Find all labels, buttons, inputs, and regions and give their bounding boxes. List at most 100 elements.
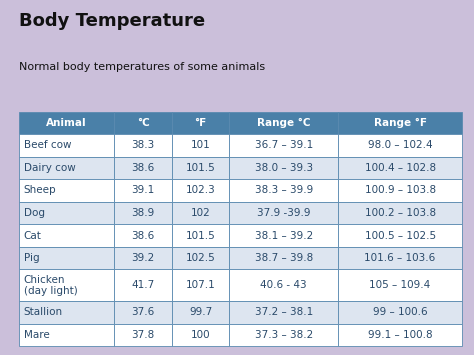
Bar bbox=[338, 224, 462, 247]
Bar bbox=[229, 157, 338, 179]
Bar bbox=[19, 323, 114, 346]
Text: Pig: Pig bbox=[24, 253, 39, 263]
Bar bbox=[338, 202, 462, 224]
Text: 38.0 – 39.3: 38.0 – 39.3 bbox=[255, 163, 313, 173]
Bar bbox=[338, 157, 462, 179]
Bar bbox=[19, 247, 114, 269]
Text: 101.6 – 103.6: 101.6 – 103.6 bbox=[365, 253, 436, 263]
Text: 38.3 – 39.9: 38.3 – 39.9 bbox=[255, 185, 313, 196]
Bar bbox=[229, 269, 338, 301]
Bar bbox=[172, 134, 229, 157]
Text: Sheep: Sheep bbox=[24, 185, 56, 196]
Bar bbox=[229, 202, 338, 224]
Text: 37.3 – 38.2: 37.3 – 38.2 bbox=[255, 330, 313, 340]
Bar bbox=[19, 157, 114, 179]
Text: 36.7 – 39.1: 36.7 – 39.1 bbox=[255, 140, 313, 151]
Text: 37.2 – 38.1: 37.2 – 38.1 bbox=[255, 307, 313, 317]
Bar bbox=[19, 134, 114, 157]
Bar bbox=[338, 112, 462, 134]
Text: Beef cow: Beef cow bbox=[24, 140, 71, 151]
Text: Normal body temperatures of some animals: Normal body temperatures of some animals bbox=[19, 62, 265, 72]
Text: 102: 102 bbox=[191, 208, 210, 218]
Bar bbox=[229, 323, 338, 346]
Text: 40.6 - 43: 40.6 - 43 bbox=[260, 280, 307, 290]
Text: °C: °C bbox=[137, 118, 149, 128]
Text: 102.3: 102.3 bbox=[186, 185, 216, 196]
Bar bbox=[19, 202, 114, 224]
Bar bbox=[172, 224, 229, 247]
Text: 38.6: 38.6 bbox=[131, 163, 155, 173]
Text: 100.9 – 103.8: 100.9 – 103.8 bbox=[365, 185, 436, 196]
Text: Dairy cow: Dairy cow bbox=[24, 163, 75, 173]
Bar bbox=[114, 301, 172, 323]
Text: 100: 100 bbox=[191, 330, 210, 340]
Text: Body Temperature: Body Temperature bbox=[19, 12, 205, 31]
Text: 102.5: 102.5 bbox=[186, 253, 216, 263]
Text: 41.7: 41.7 bbox=[131, 280, 155, 290]
Text: 99 – 100.6: 99 – 100.6 bbox=[373, 307, 428, 317]
Text: 37.9 -39.9: 37.9 -39.9 bbox=[257, 208, 310, 218]
Text: Chicken
(day light): Chicken (day light) bbox=[24, 275, 77, 296]
Bar bbox=[338, 301, 462, 323]
Bar bbox=[229, 112, 338, 134]
Bar bbox=[172, 323, 229, 346]
Text: 39.1: 39.1 bbox=[131, 185, 155, 196]
Text: 107.1: 107.1 bbox=[186, 280, 216, 290]
Bar bbox=[338, 179, 462, 202]
Bar bbox=[114, 112, 172, 134]
Text: 101.5: 101.5 bbox=[186, 230, 216, 241]
Bar bbox=[172, 157, 229, 179]
Bar bbox=[114, 157, 172, 179]
Text: Range °F: Range °F bbox=[374, 118, 427, 128]
Text: 38.9: 38.9 bbox=[131, 208, 155, 218]
Bar bbox=[19, 112, 114, 134]
Text: 101: 101 bbox=[191, 140, 210, 151]
Bar bbox=[114, 247, 172, 269]
Text: 100.4 – 102.8: 100.4 – 102.8 bbox=[365, 163, 436, 173]
Text: °F: °F bbox=[194, 118, 207, 128]
Bar bbox=[338, 323, 462, 346]
Text: 99.7: 99.7 bbox=[189, 307, 212, 317]
Bar bbox=[229, 224, 338, 247]
Text: Animal: Animal bbox=[46, 118, 87, 128]
Bar bbox=[338, 247, 462, 269]
Bar bbox=[19, 269, 114, 301]
Bar bbox=[338, 269, 462, 301]
Bar bbox=[114, 179, 172, 202]
Bar bbox=[172, 202, 229, 224]
Text: 98.0 – 102.4: 98.0 – 102.4 bbox=[368, 140, 432, 151]
Bar bbox=[114, 224, 172, 247]
Text: Cat: Cat bbox=[24, 230, 42, 241]
Text: Stallion: Stallion bbox=[24, 307, 63, 317]
Bar bbox=[229, 179, 338, 202]
Text: Dog: Dog bbox=[24, 208, 45, 218]
Bar bbox=[172, 301, 229, 323]
Text: 105 – 109.4: 105 – 109.4 bbox=[369, 280, 431, 290]
Text: 37.8: 37.8 bbox=[131, 330, 155, 340]
Bar bbox=[19, 179, 114, 202]
Text: 99.1 – 100.8: 99.1 – 100.8 bbox=[368, 330, 432, 340]
Bar bbox=[172, 247, 229, 269]
Bar bbox=[114, 134, 172, 157]
Text: 38.1 – 39.2: 38.1 – 39.2 bbox=[255, 230, 313, 241]
Bar bbox=[338, 134, 462, 157]
Bar bbox=[229, 134, 338, 157]
Bar bbox=[172, 269, 229, 301]
Text: 38.7 – 39.8: 38.7 – 39.8 bbox=[255, 253, 313, 263]
Bar bbox=[172, 112, 229, 134]
Text: Mare: Mare bbox=[24, 330, 49, 340]
Text: 100.5 – 102.5: 100.5 – 102.5 bbox=[365, 230, 436, 241]
Bar bbox=[19, 224, 114, 247]
Bar bbox=[229, 247, 338, 269]
Text: 37.6: 37.6 bbox=[131, 307, 155, 317]
Text: 38.3: 38.3 bbox=[131, 140, 155, 151]
Bar bbox=[114, 202, 172, 224]
Bar bbox=[172, 179, 229, 202]
Text: 101.5: 101.5 bbox=[186, 163, 216, 173]
Bar bbox=[19, 301, 114, 323]
Text: 100.2 – 103.8: 100.2 – 103.8 bbox=[365, 208, 436, 218]
Text: 39.2: 39.2 bbox=[131, 253, 155, 263]
Text: Range °C: Range °C bbox=[257, 118, 310, 128]
Bar bbox=[229, 301, 338, 323]
Bar bbox=[114, 269, 172, 301]
